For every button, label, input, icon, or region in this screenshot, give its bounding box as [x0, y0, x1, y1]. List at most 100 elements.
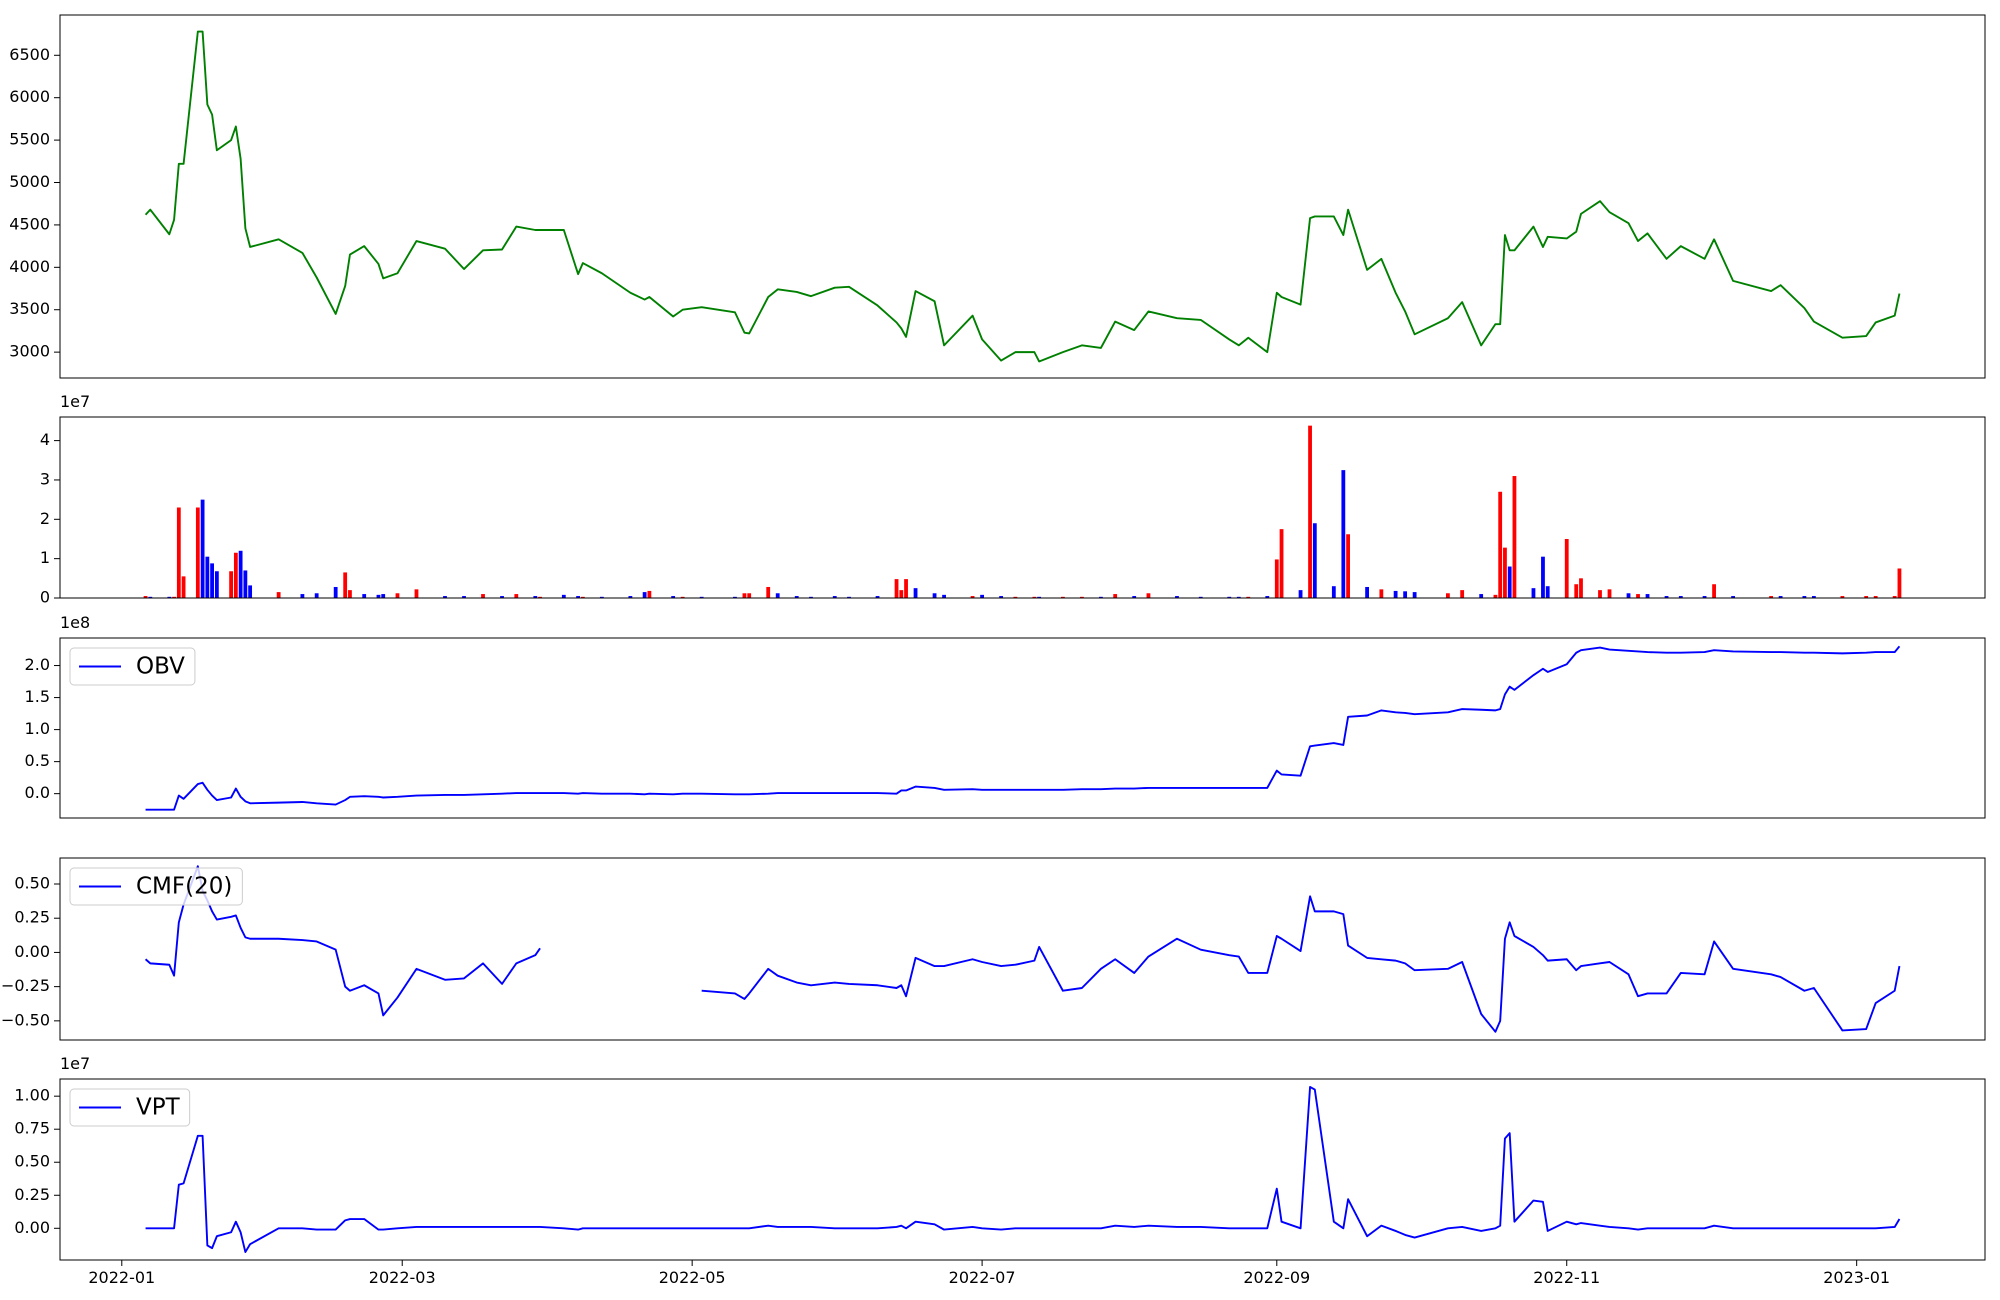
volume-bar: [1113, 594, 1118, 598]
volume-bar: [1731, 596, 1735, 598]
y-tick-label: 2: [40, 509, 50, 528]
volume-bar: [1512, 476, 1517, 598]
volume-bar: [599, 596, 604, 598]
volume-bar: [1702, 596, 1707, 598]
volume-bar: [1664, 596, 1669, 598]
volume-bar: [462, 596, 466, 598]
volume-bar: [314, 593, 319, 598]
volume-bar: [1365, 586, 1369, 598]
volume-bar: [1574, 584, 1579, 598]
legend-label: OBV: [136, 654, 185, 680]
volume-bar: [775, 593, 780, 598]
y-tick-label: 0: [40, 588, 50, 607]
volume-bar: [348, 590, 352, 598]
axes-frame: [59, 14, 1986, 379]
y-tick-label: 0.0: [25, 783, 50, 802]
volume-bar: [1897, 568, 1902, 598]
y-tick-label: 3000: [9, 342, 50, 361]
y-tick-label: 4: [40, 430, 50, 449]
y-tick-label: 2.0: [25, 655, 50, 674]
y-tick-label: 0.5: [25, 751, 50, 770]
y-tick-label: 1.00: [14, 1086, 50, 1105]
volume-bar: [1265, 596, 1270, 598]
volume-bar: [362, 594, 367, 598]
y-axis-multiplier: 1e7: [60, 392, 90, 411]
volume-bar: [647, 590, 652, 598]
volume-bar: [932, 593, 937, 598]
volume-bar: [333, 586, 338, 598]
volume-bar: [1541, 556, 1545, 598]
volume-bar: [395, 593, 400, 598]
y-tick-label: 1.0: [25, 719, 50, 738]
volume-bar: [1236, 596, 1241, 598]
volume-bar: [913, 588, 918, 598]
y-tick-label: 6500: [9, 45, 50, 64]
y-tick-label: 6000: [9, 87, 50, 106]
volume-bar: [200, 499, 205, 598]
volume-bar: [1769, 596, 1774, 598]
volume-bar: [443, 596, 447, 598]
volume-bar: [1312, 523, 1317, 598]
volume-bar: [1227, 596, 1232, 598]
y-tick-label: 0.00: [14, 942, 50, 961]
volume-bar: [980, 594, 984, 598]
volume-bar: [794, 596, 799, 598]
y-tick-label: 0.25: [14, 1185, 50, 1204]
x-tick-label: 2022-11: [1533, 1268, 1600, 1287]
volume-bar: [680, 596, 685, 598]
volume-bar: [538, 596, 542, 598]
y-axis-multiplier: 1e8: [60, 613, 90, 632]
volume-bar: [1811, 596, 1816, 598]
volume-bar: [1032, 596, 1037, 598]
volume-bar: [1446, 593, 1450, 598]
volume-bar: [894, 579, 899, 598]
volume-bar: [1013, 596, 1018, 598]
volume-bar: [1579, 578, 1583, 598]
volume-bar: [195, 507, 200, 598]
legend-box: [69, 867, 243, 906]
volume-bar: [276, 592, 281, 598]
volume-bar: [381, 594, 386, 598]
volume-bar: [999, 596, 1004, 598]
volume-bar: [214, 571, 219, 598]
volume-bar: [343, 572, 348, 598]
x-tick-label: 2022-09: [1243, 1268, 1310, 1287]
volume-bar: [1175, 596, 1179, 598]
volume-bar: [832, 596, 837, 598]
legend-box: [69, 647, 196, 686]
y-tick-label: 4500: [9, 214, 50, 233]
volume-bar: [1274, 559, 1279, 598]
volume-bar: [1061, 596, 1065, 598]
y-tick-label: 5500: [9, 130, 50, 149]
volume-bar: [561, 594, 566, 598]
volume-bar: [1531, 588, 1536, 598]
axes-frame: [59, 1078, 1986, 1261]
volume-bar: [1598, 590, 1602, 598]
volume-bar: [514, 594, 519, 598]
x-tick-label: 2022-01: [88, 1268, 155, 1287]
volume-bar: [1379, 589, 1384, 598]
y-tick-label: −0.25: [1, 976, 50, 995]
volume-bar: [642, 592, 647, 598]
volume-bar: [414, 589, 419, 598]
volume-bar: [1493, 594, 1498, 598]
volume-bar: [500, 596, 504, 598]
volume-bar: [766, 586, 771, 598]
indicator-line: [145, 645, 1901, 811]
volume-bar: [970, 596, 975, 598]
axes-frame: [59, 637, 1986, 819]
volume-bar: [1341, 470, 1346, 598]
y-tick-label: 3: [40, 469, 50, 488]
volume-bar: [205, 556, 210, 598]
y-tick-label: 0.75: [14, 1119, 50, 1138]
volume-bar: [533, 596, 538, 598]
volume-bar: [699, 596, 704, 598]
x-tick-label: 2022-03: [369, 1268, 436, 1287]
y-tick-label: 4000: [9, 257, 50, 276]
volume-bar: [628, 596, 633, 598]
volume-bar: [899, 590, 904, 598]
volume-bar: [143, 596, 148, 598]
volume-bar: [1840, 596, 1845, 598]
volume-bar: [1393, 590, 1398, 598]
